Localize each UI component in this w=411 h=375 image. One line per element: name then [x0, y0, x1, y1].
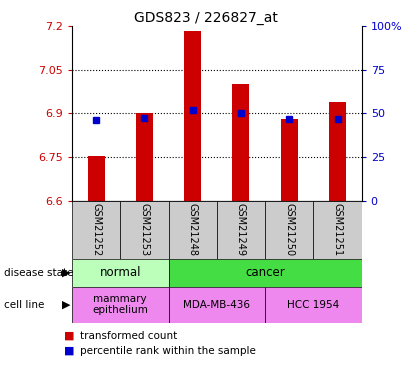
Bar — [88, 156, 104, 201]
Bar — [72, 259, 169, 287]
Text: GSM21250: GSM21250 — [284, 203, 294, 256]
Text: normal: normal — [99, 266, 141, 279]
Bar — [136, 114, 153, 201]
Bar — [169, 201, 217, 259]
Bar — [72, 287, 169, 322]
Text: ■: ■ — [64, 331, 74, 340]
Text: disease state: disease state — [4, 268, 74, 278]
Bar — [169, 287, 265, 322]
Bar — [169, 259, 362, 287]
Text: GSM21248: GSM21248 — [188, 203, 198, 256]
Bar — [265, 287, 362, 322]
Bar — [72, 201, 120, 259]
Text: ■: ■ — [64, 346, 74, 355]
Text: MDA-MB-436: MDA-MB-436 — [183, 300, 250, 310]
Text: HCC 1954: HCC 1954 — [287, 300, 339, 310]
Text: cell line: cell line — [4, 300, 44, 310]
Text: percentile rank within the sample: percentile rank within the sample — [80, 346, 256, 355]
Text: GSM21252: GSM21252 — [91, 203, 101, 256]
Text: GSM21253: GSM21253 — [139, 203, 149, 256]
Bar — [184, 32, 201, 201]
Bar — [281, 118, 298, 201]
Text: GSM21249: GSM21249 — [236, 203, 246, 256]
Text: ▶: ▶ — [62, 300, 70, 310]
Bar — [233, 84, 249, 201]
Text: GDS823 / 226827_at: GDS823 / 226827_at — [134, 11, 277, 25]
Bar — [217, 201, 265, 259]
Bar — [120, 201, 169, 259]
Text: GSM21251: GSM21251 — [332, 203, 342, 256]
Text: mammary
epithelium: mammary epithelium — [92, 294, 148, 315]
Text: cancer: cancer — [245, 266, 285, 279]
Bar — [329, 102, 346, 201]
Bar — [265, 201, 314, 259]
Bar — [314, 201, 362, 259]
Text: transformed count: transformed count — [80, 331, 178, 340]
Text: ▶: ▶ — [62, 268, 70, 278]
